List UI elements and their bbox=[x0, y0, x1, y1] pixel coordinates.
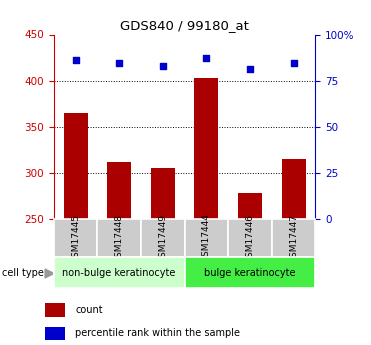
Bar bbox=[141, 219, 184, 257]
Bar bbox=[151, 168, 175, 219]
Bar bbox=[45, 304, 65, 317]
Bar bbox=[184, 257, 315, 288]
Bar bbox=[228, 219, 272, 257]
Bar bbox=[238, 193, 262, 219]
Text: GSM17449: GSM17449 bbox=[158, 214, 167, 263]
Text: cell type: cell type bbox=[2, 268, 44, 277]
Bar bbox=[63, 113, 88, 219]
Text: GSM17444: GSM17444 bbox=[202, 214, 211, 263]
Text: percentile rank within the sample: percentile rank within the sample bbox=[75, 328, 240, 338]
Point bbox=[160, 63, 166, 69]
Text: GSM17448: GSM17448 bbox=[115, 214, 124, 263]
Point bbox=[46, 270, 52, 276]
Text: GSM17445: GSM17445 bbox=[71, 214, 80, 263]
Point bbox=[116, 60, 122, 66]
Point bbox=[247, 66, 253, 71]
Bar bbox=[45, 327, 65, 340]
Bar bbox=[194, 78, 219, 219]
Text: GSM17446: GSM17446 bbox=[246, 214, 255, 263]
Bar bbox=[282, 159, 306, 219]
Point bbox=[73, 58, 79, 63]
Text: bulge keratinocyte: bulge keratinocyte bbox=[204, 268, 296, 277]
Bar bbox=[54, 219, 97, 257]
Text: GSM17447: GSM17447 bbox=[289, 214, 298, 263]
Point bbox=[290, 60, 296, 66]
Title: GDS840 / 99180_at: GDS840 / 99180_at bbox=[120, 19, 249, 32]
Bar bbox=[184, 219, 228, 257]
Bar bbox=[97, 219, 141, 257]
Text: count: count bbox=[75, 305, 103, 315]
Point bbox=[203, 55, 209, 60]
Bar bbox=[272, 219, 315, 257]
Text: non-bulge keratinocyte: non-bulge keratinocyte bbox=[62, 268, 176, 277]
Bar bbox=[107, 162, 131, 219]
Bar bbox=[54, 257, 184, 288]
